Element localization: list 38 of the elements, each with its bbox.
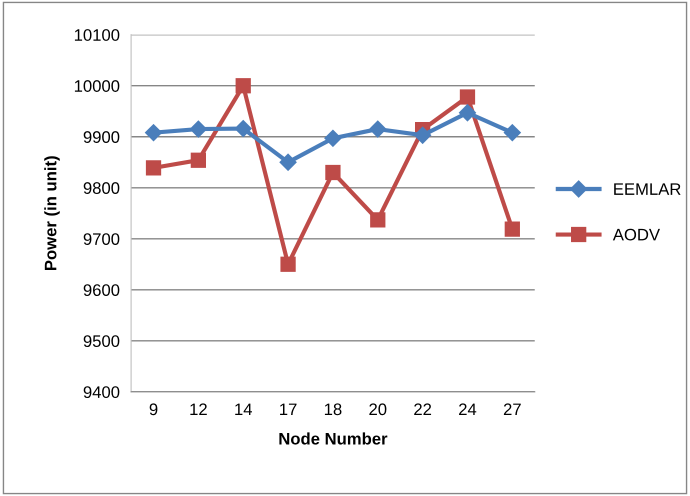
x-tick-label: 22 <box>414 403 432 416</box>
y-tick-label: 9400 <box>84 386 120 398</box>
legend-label: AODV <box>612 228 660 241</box>
x-tick-label: 9 <box>150 403 158 416</box>
y-axis-title: Power (in unit) <box>44 156 60 270</box>
point <box>234 120 252 138</box>
y-tick-label: 10000 <box>74 80 120 92</box>
point <box>146 160 162 176</box>
x-tick-label: 12 <box>190 403 207 416</box>
y-tick-label: 9600 <box>84 284 120 296</box>
point <box>370 212 386 228</box>
y-tick-label: 9500 <box>84 335 120 348</box>
x-tick-label: 20 <box>369 403 386 416</box>
point <box>280 154 297 171</box>
x-tick-label: 14 <box>235 404 252 416</box>
point <box>504 124 521 142</box>
point <box>369 120 386 138</box>
x-tick-label: 17 <box>280 404 297 416</box>
x-tick-label: 18 <box>324 403 342 416</box>
y-tick-label: 10100 <box>74 29 120 41</box>
point <box>458 104 476 122</box>
point <box>414 126 432 144</box>
point <box>280 256 296 272</box>
y-tick-label: 9700 <box>84 233 120 245</box>
x-tick-label: 24 <box>459 403 476 416</box>
point <box>190 120 207 138</box>
point <box>460 89 476 105</box>
point <box>325 164 341 180</box>
x-tick-label: 27 <box>504 403 521 416</box>
point <box>324 130 342 147</box>
point <box>236 78 251 94</box>
y-tick-label: 9900 <box>84 131 120 143</box>
x-axis-title: Node Number <box>279 432 388 445</box>
point <box>190 152 206 168</box>
legend-label: EEMLAR <box>614 183 681 195</box>
y-tick-label: 9800 <box>84 182 120 194</box>
point <box>504 221 520 237</box>
point <box>144 124 162 142</box>
